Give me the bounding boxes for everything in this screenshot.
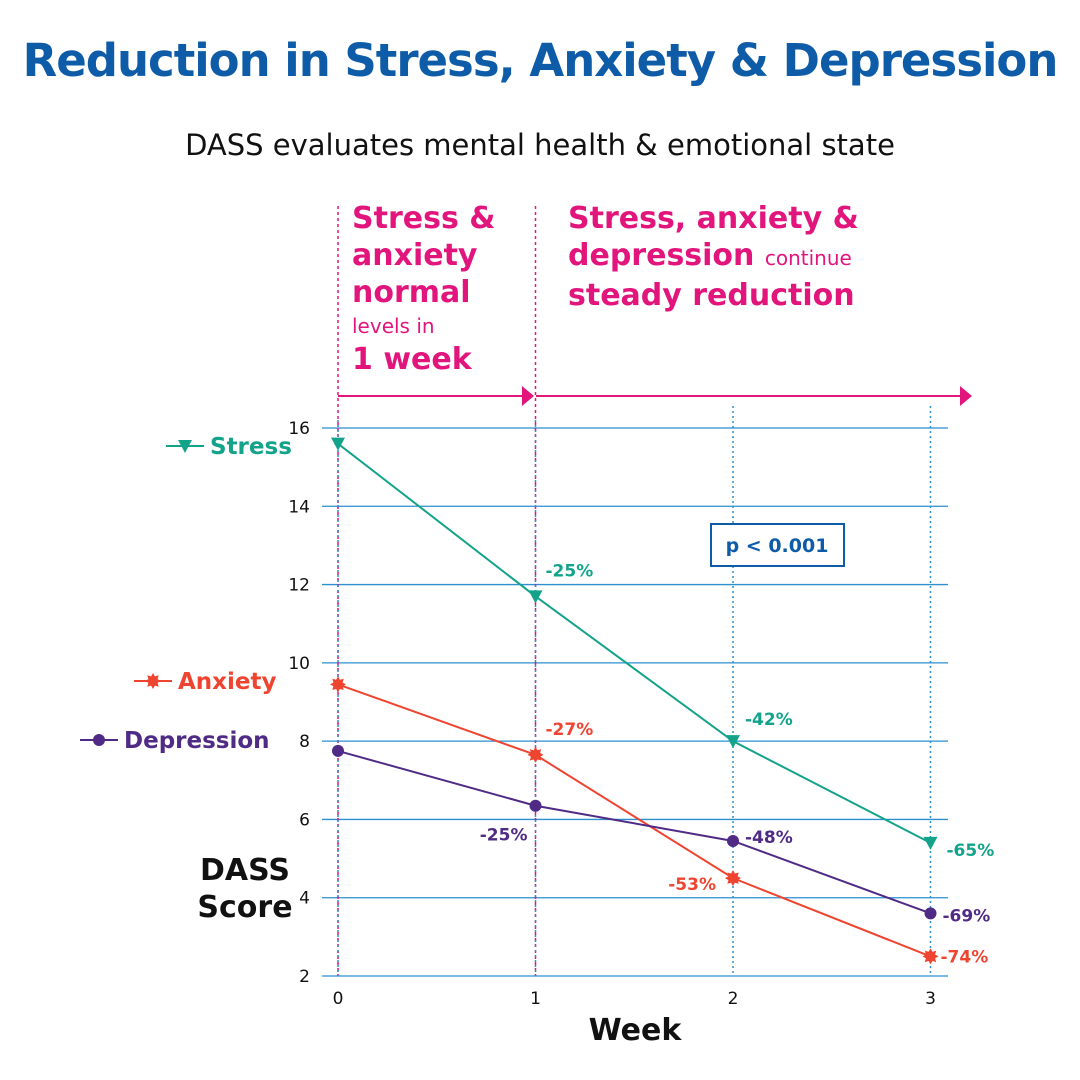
stress-point-week-1 xyxy=(528,590,543,604)
phase-1-annotation: Stress & anxiety normal levels in 1 week xyxy=(352,200,532,378)
stress-point-week-3 xyxy=(923,836,938,850)
legend-depression-label: Depression xyxy=(124,728,270,754)
phase-2-line-3: steady reduction xyxy=(568,278,855,313)
stress-line xyxy=(337,442,931,844)
legend-anxiety-marker xyxy=(145,673,161,689)
legend-anxiety-label: Anxiety xyxy=(178,669,276,695)
phase-2-arrow-head xyxy=(960,386,972,406)
stress-label-week-2: -42% xyxy=(745,710,793,730)
grid-lines xyxy=(322,427,948,977)
y-tick-14: 14 xyxy=(288,497,310,517)
p-value-frame xyxy=(710,523,845,567)
legend-item-stress: Stress xyxy=(166,434,292,460)
legend-depression-marker xyxy=(93,734,105,746)
stress-point-week-2 xyxy=(726,735,740,749)
stress-label-week-1: -25% xyxy=(546,561,594,581)
x-tick-3: 3 xyxy=(925,989,936,1009)
depression-line xyxy=(337,749,931,915)
anxiety-label-week-3: -74% xyxy=(941,947,989,967)
depression-point-week-0 xyxy=(332,744,344,757)
phase-1-line-4: levels in xyxy=(352,314,435,338)
x-tick-0: 0 xyxy=(333,989,344,1009)
y-tick-6: 6 xyxy=(299,810,310,830)
stress-point-week-0 xyxy=(331,437,345,451)
y-tick-10: 10 xyxy=(288,654,310,674)
y-tick-16: 16 xyxy=(288,419,310,439)
y-tick-labels: 2 4 6 8 10 12 14 16 xyxy=(288,419,310,987)
page-subtitle: DASS evaluates mental health & emotional… xyxy=(185,128,895,162)
page-title: Reduction in Stress, Anxiety & Depressio… xyxy=(22,34,1059,87)
y-tick-8: 8 xyxy=(299,732,310,752)
p-value-box: p < 0.001 xyxy=(710,523,845,567)
y-axis-title-line-1: DASS xyxy=(200,853,290,888)
legend: Stress Anxiety Depression xyxy=(80,434,292,754)
x-tick-labels: 0 1 2 3 xyxy=(333,989,936,1009)
y-tick-2: 2 xyxy=(299,967,310,987)
y-tick-12: 12 xyxy=(288,576,310,596)
depression-point-week-1 xyxy=(529,799,542,812)
phase-1-arrow-head xyxy=(522,386,534,406)
phase-2-line-2-bold: depression xyxy=(568,238,755,273)
phase-1-line-3: normal xyxy=(352,275,471,310)
x-axis-title: Week xyxy=(589,1013,683,1048)
percent-labels: -25% -42% -65% -27% -53% -74% -25% -48% -69% xyxy=(480,561,995,967)
depression-point-week-3 xyxy=(924,907,937,920)
depression-label-week-1: -25% xyxy=(480,826,528,846)
p-value-text: p < 0.001 xyxy=(726,535,829,557)
legend-stress-marker xyxy=(178,440,192,453)
stress-label-week-3: -65% xyxy=(947,841,995,861)
anxiety-point-week-0 xyxy=(330,676,346,693)
anxiety-label-week-1: -27% xyxy=(546,720,594,740)
phase-2-line-2: depression continue xyxy=(568,237,1008,277)
anxiety-label-week-2: -53% xyxy=(668,875,716,895)
legend-stress-label: Stress xyxy=(210,434,292,460)
anxiety-point-week-3 xyxy=(922,948,939,965)
anxiety-point-week-1 xyxy=(527,746,544,763)
phase-1-line-2: anxiety xyxy=(352,238,478,273)
y-axis-title-line-2: Score xyxy=(197,890,292,925)
depression-label-week-3: -69% xyxy=(943,906,991,926)
data-series xyxy=(330,437,939,965)
anxiety-point-week-2 xyxy=(725,870,741,887)
y-tick-4: 4 xyxy=(299,889,310,909)
phase-2-line-2-small: continue xyxy=(764,246,852,270)
depression-point-week-2 xyxy=(727,834,739,847)
anxiety-series xyxy=(330,676,939,965)
phase-2-annotation: Stress, anxiety & depression continue st… xyxy=(568,200,1008,314)
phase-arrows xyxy=(338,386,972,406)
x-tick-1: 1 xyxy=(530,989,541,1009)
depression-series xyxy=(332,744,937,920)
phase-1-line-5: 1 week xyxy=(352,342,472,377)
legend-item-depression: Depression xyxy=(80,728,270,754)
depression-label-week-2: -48% xyxy=(745,828,793,848)
x-tick-2: 2 xyxy=(728,989,739,1009)
phase-1-line-1: Stress & xyxy=(352,201,496,236)
phase-2-line-1: Stress, anxiety & xyxy=(568,201,859,236)
legend-item-anxiety: Anxiety xyxy=(134,669,276,695)
week-guide-lines xyxy=(337,206,932,976)
stress-series xyxy=(331,437,938,850)
anxiety-line xyxy=(337,683,931,958)
